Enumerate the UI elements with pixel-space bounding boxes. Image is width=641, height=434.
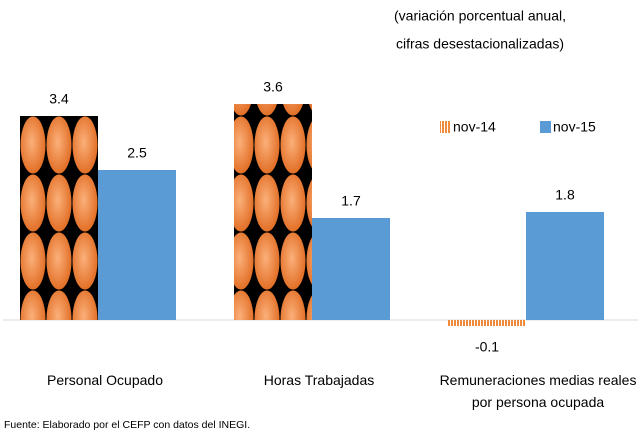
bar bbox=[234, 104, 312, 320]
bar bbox=[526, 212, 604, 320]
legend-swatch bbox=[540, 121, 551, 133]
legend-label: nov-14 bbox=[453, 119, 496, 135]
subtitle: (variación porcentual anual, bbox=[394, 8, 566, 24]
x-tick-label: Horas Trabajadas bbox=[263, 372, 375, 388]
bar bbox=[448, 320, 526, 326]
x-tick-label: Remuneraciones medias reales por persona… bbox=[439, 372, 637, 410]
data-label: 2.5 bbox=[127, 145, 147, 161]
bar bbox=[312, 218, 390, 320]
data-label: 1.7 bbox=[341, 193, 361, 209]
source: Fuente: Elaborado por el CEFP con datos … bbox=[4, 419, 251, 431]
legend-label: nov-15 bbox=[553, 119, 596, 135]
bar bbox=[20, 116, 98, 320]
bar bbox=[98, 170, 176, 320]
data-label: 1.8 bbox=[555, 187, 575, 203]
subtitle: cifras desestacionalizadas) bbox=[396, 36, 564, 52]
data-label: 3.4 bbox=[49, 91, 69, 107]
data-label: 3.6 bbox=[263, 79, 283, 95]
x-tick-label: Personal Ocupado bbox=[47, 372, 163, 388]
legend-swatch bbox=[440, 121, 451, 133]
data-label: -0.1 bbox=[475, 339, 499, 355]
